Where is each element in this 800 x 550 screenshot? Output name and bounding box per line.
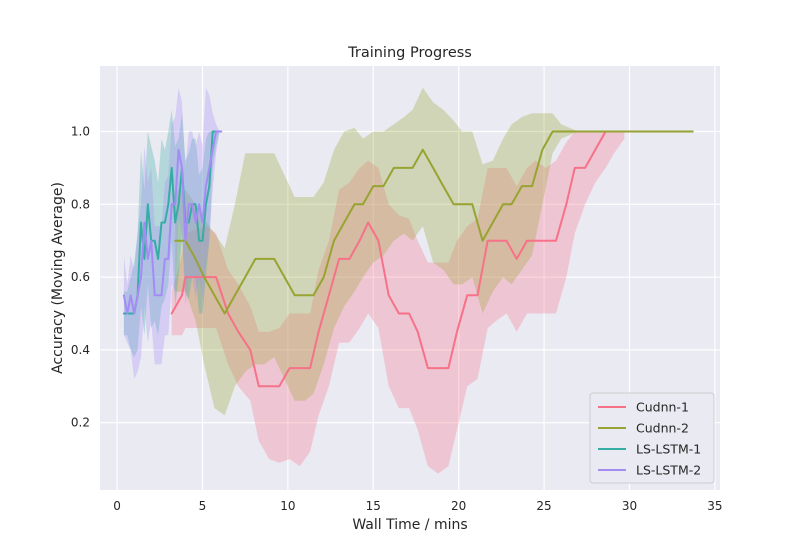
x-tick-label: 5 — [199, 499, 207, 513]
x-tick-label: 25 — [536, 499, 551, 513]
legend-label: Cudnn-1 — [636, 400, 689, 415]
y-tick-label: 0.4 — [71, 343, 90, 357]
legend-entry-ls-lstm-1: LS-LSTM-1 — [598, 442, 701, 457]
x-tick-label: 20 — [451, 499, 466, 513]
cudnn-1-band — [171, 131, 625, 474]
x-tick-label: 15 — [366, 499, 381, 513]
legend-entry-cudnn-2: Cudnn-2 — [598, 421, 689, 436]
chart-title: Training Progress — [347, 45, 472, 61]
cudnn-1-line — [170, 130, 626, 388]
x-axis-title: Wall Time / mins — [352, 517, 467, 533]
legend-label: LS-LSTM-2 — [636, 463, 701, 478]
legend: Cudnn-1 Cudnn-2 LS-LSTM-1 LS-LSTM-2 — [589, 392, 715, 484]
y-axis-title: Accuracy (Moving Average) — [50, 182, 66, 374]
series-lines — [122, 130, 694, 388]
y-tick-labels: 0.2 0.4 0.6 0.8 1.0 — [71, 125, 90, 430]
legend-entries: Cudnn-1 Cudnn-2 LS-LSTM-1 LS-LSTM-2 — [598, 400, 701, 478]
x-tick-label: 35 — [707, 499, 722, 513]
legend-box — [589, 392, 715, 484]
y-tick-label: 1.0 — [71, 125, 90, 139]
y-tick-label: 0.8 — [71, 197, 90, 211]
ls-lstm-1-line — [122, 130, 221, 315]
x-tick-labels: 0 5 10 15 20 25 30 35 — [113, 499, 722, 513]
cudnn-2-band — [175, 87, 693, 416]
ls-lstm-2-band — [123, 87, 222, 380]
y-tick-label: 0.2 — [71, 416, 90, 430]
x-tick-label: 0 — [113, 499, 121, 513]
y-tick-label: 0.6 — [71, 270, 90, 284]
legend-label: LS-LSTM-1 — [636, 442, 701, 457]
cudnn-2-line — [174, 130, 694, 315]
confidence-bands — [123, 87, 693, 474]
ls-lstm-2-line — [122, 130, 223, 315]
x-tick-label: 10 — [280, 499, 295, 513]
legend-entry-cudnn-1: Cudnn-1 — [598, 400, 689, 415]
x-tick-label: 30 — [622, 499, 637, 513]
legend-entry-ls-lstm-2: LS-LSTM-2 — [598, 463, 701, 478]
legend-label: Cudnn-2 — [636, 421, 689, 436]
ls-lstm-1-band — [123, 109, 220, 358]
